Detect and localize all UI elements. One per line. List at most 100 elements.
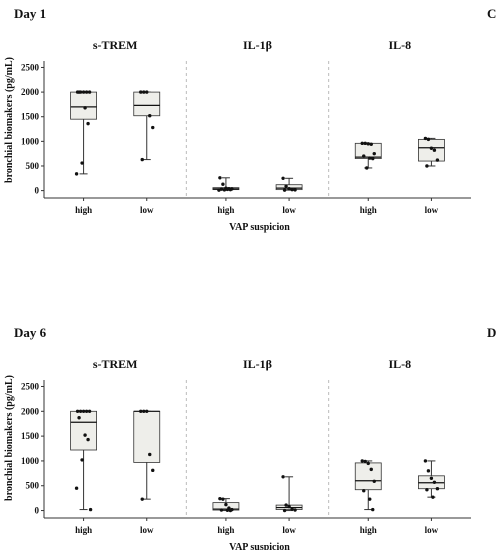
data-point	[360, 141, 364, 146]
data-point	[78, 409, 83, 413]
data-point	[284, 184, 288, 188]
data-point	[435, 158, 440, 162]
data-point	[81, 90, 86, 94]
data-point	[83, 433, 87, 437]
data-point	[432, 148, 437, 152]
data-point	[140, 497, 144, 501]
x-tick-label: low	[425, 205, 439, 215]
box-body	[133, 410, 161, 463]
data-point	[77, 416, 81, 420]
data-point	[217, 188, 221, 192]
x-tick-label: low	[282, 205, 296, 215]
box-body	[354, 142, 382, 159]
box-high: high	[212, 496, 240, 535]
data-point	[87, 90, 92, 94]
box-high: high	[354, 459, 382, 535]
x-tick-label: high	[360, 525, 377, 535]
data-point	[148, 452, 152, 457]
facet-label: IL-8	[388, 357, 411, 371]
box-body	[133, 91, 161, 117]
x-tick-label: low	[282, 525, 296, 535]
y-tick-label: 0	[35, 186, 40, 196]
data-point	[219, 508, 224, 512]
facet-3: IL-8 high low	[328, 38, 445, 215]
facet-label: s-TREM	[93, 357, 138, 371]
data-point	[86, 121, 90, 126]
x-tick-label: low	[425, 525, 439, 535]
box-low: low	[418, 136, 445, 215]
data-point	[148, 114, 152, 118]
facet-label: IL-1β	[243, 357, 272, 371]
data-point	[81, 409, 86, 413]
facet-1: s-TREM high low	[70, 38, 161, 215]
data-point	[142, 90, 146, 94]
data-point	[222, 188, 227, 192]
data-point	[369, 467, 373, 472]
data-point	[75, 409, 80, 413]
data-point	[225, 187, 230, 192]
data-point	[363, 141, 367, 146]
data-point	[423, 459, 428, 463]
data-point	[293, 188, 297, 192]
chart-panel-2: Day 6 D 0 500 1000 1500 2000 2500 bronchial biom…	[4, 325, 496, 550]
data-point	[228, 187, 233, 192]
panel-letter: D	[487, 325, 496, 340]
y-tick-label: 1500	[21, 431, 40, 441]
data-point	[429, 476, 434, 480]
data-point	[77, 90, 81, 94]
data-point	[362, 489, 366, 493]
data-point	[363, 459, 367, 464]
data-point	[218, 496, 222, 501]
y-tick-label: 500	[26, 481, 40, 491]
y-tick-label: 2500	[21, 62, 40, 72]
chart-title: Day 1	[14, 6, 46, 21]
data-point	[284, 503, 288, 507]
data-point	[218, 176, 222, 180]
data-point	[74, 486, 79, 490]
data-point	[435, 487, 440, 491]
x-axis-title: VAP suspicion	[229, 222, 290, 233]
data-point	[432, 480, 437, 484]
data-point	[139, 409, 143, 413]
y-tick-label: 500	[26, 161, 40, 171]
data-point	[290, 507, 294, 511]
data-point	[371, 507, 375, 512]
box-high: high	[212, 176, 240, 215]
box-body	[354, 462, 382, 491]
facet-2: IL-1β high low	[185, 38, 303, 215]
box-high: high	[70, 90, 97, 215]
data-point	[86, 437, 90, 442]
data-point	[139, 90, 143, 94]
data-point	[282, 188, 287, 192]
box-high: high	[70, 409, 97, 535]
data-point	[221, 497, 225, 501]
box-body	[418, 138, 445, 162]
x-tick-label: high	[217, 205, 234, 215]
data-point	[282, 508, 287, 513]
data-point	[423, 136, 428, 141]
y-tick-label: 0	[35, 506, 40, 516]
data-point	[142, 409, 146, 413]
data-point	[426, 137, 431, 142]
box-high: high	[354, 141, 382, 215]
x-tick-label: low	[140, 525, 154, 535]
data-point	[366, 142, 370, 146]
facet-1: s-TREM high low	[70, 357, 161, 535]
y-tick-label: 2500	[21, 381, 40, 391]
data-point	[372, 151, 376, 156]
data-point	[287, 504, 291, 509]
data-point	[290, 187, 294, 192]
data-point	[293, 508, 297, 512]
data-point	[425, 488, 429, 492]
x-tick-label: high	[75, 525, 92, 535]
y-tick-label: 1500	[21, 112, 40, 122]
data-point	[362, 154, 366, 158]
box-body	[70, 410, 97, 451]
data-point	[368, 156, 372, 160]
data-point	[84, 409, 89, 413]
data-point	[74, 172, 79, 176]
x-axis-title: VAP suspicion	[229, 542, 290, 550]
chart-panel-1: Day 1 C 0 500 1000 1500 2000 2500 bronchial biom…	[4, 6, 496, 233]
data-point	[145, 90, 149, 94]
